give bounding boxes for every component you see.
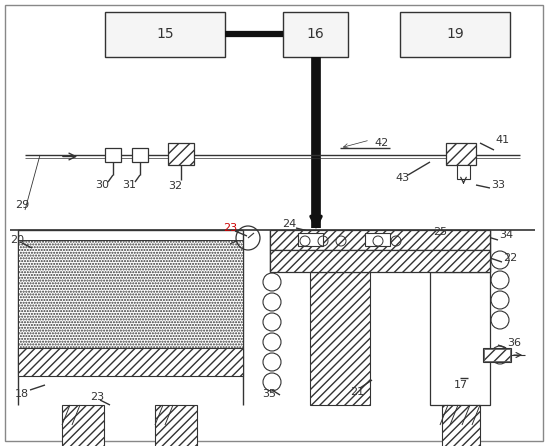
Bar: [457, 165, 470, 179]
Text: 34: 34: [499, 230, 513, 240]
Bar: [18, 348, 243, 376]
Text: 41: 41: [495, 135, 509, 145]
Text: 24: 24: [282, 219, 296, 229]
Bar: [430, 272, 490, 405]
Text: 32: 32: [168, 181, 182, 191]
Bar: [18, 240, 243, 348]
Bar: [310, 272, 370, 405]
Text: 35: 35: [262, 389, 276, 399]
Text: 23: 23: [90, 392, 104, 402]
Text: 31: 31: [122, 180, 136, 190]
Bar: [484, 349, 510, 361]
Bar: [400, 12, 510, 57]
Text: 33: 33: [491, 180, 505, 190]
Bar: [446, 143, 476, 165]
Text: 16: 16: [307, 28, 324, 41]
Bar: [155, 405, 197, 446]
Bar: [105, 148, 121, 162]
Bar: [168, 143, 194, 165]
Text: 17: 17: [454, 380, 468, 390]
Text: 22: 22: [503, 253, 517, 263]
Text: 21: 21: [350, 387, 364, 397]
Bar: [105, 12, 225, 57]
Bar: [283, 12, 348, 57]
Text: 42: 42: [374, 138, 388, 148]
Bar: [132, 148, 148, 162]
Bar: [365, 233, 390, 246]
Text: 43: 43: [395, 173, 409, 183]
Bar: [270, 250, 490, 272]
Text: 20: 20: [10, 235, 24, 245]
Bar: [62, 405, 104, 446]
Text: 30: 30: [95, 180, 109, 190]
Text: 19: 19: [446, 28, 464, 41]
Bar: [483, 348, 511, 362]
Bar: [270, 230, 490, 250]
Text: 23: 23: [223, 223, 237, 233]
Text: 29: 29: [15, 200, 29, 210]
Text: 25: 25: [433, 227, 447, 237]
Text: 18: 18: [15, 389, 29, 399]
Text: 36: 36: [507, 338, 521, 348]
Text: 15: 15: [156, 28, 174, 41]
Bar: [442, 405, 480, 446]
Bar: [298, 233, 323, 246]
